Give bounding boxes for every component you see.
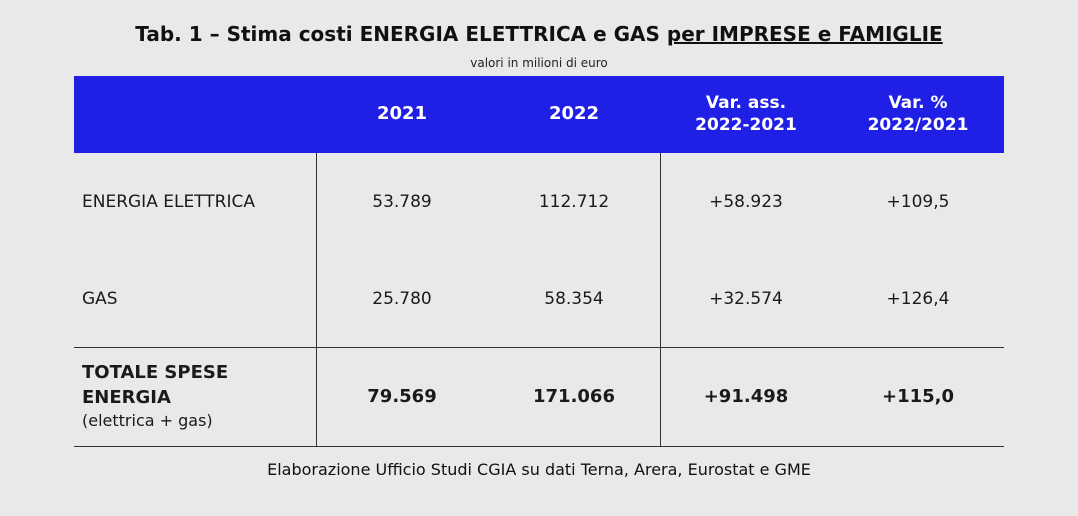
header-cell-2021: 2021 [376, 103, 428, 125]
table-title-underlined: per IMPRESE e FAMIGLIE [666, 22, 943, 46]
row-label: GAS [82, 288, 118, 309]
table-subtitle: valori in milioni di euro [470, 56, 608, 70]
divider-vertical [316, 153, 317, 446]
header-var-ass-line1: Var. ass. [705, 93, 787, 114]
total-var-pct: +115,0 [881, 386, 955, 407]
divider-horizontal [74, 446, 1004, 447]
table-row-energia-elettrica: ENERGIA ELETTRICA 53.789 112.712 +58.923… [74, 153, 1004, 250]
header-var-ass-line2: 2022-2021 [695, 114, 797, 135]
header-var-pct-line2: 2022/2021 [867, 114, 969, 135]
row-label: ENERGIA ELETTRICA [82, 191, 255, 212]
total-label: TOTALE SPESE ENERGIA (elettrica + gas) [74, 347, 316, 446]
cell-var-pct: +109,5 [886, 191, 950, 212]
total-label-line1: TOTALE SPESE [82, 362, 229, 384]
cell-2021: 25.780 [372, 288, 432, 309]
divider-vertical [660, 153, 661, 446]
cell-2022: 58.354 [544, 288, 604, 309]
cell-var-ass: +58.923 [709, 191, 783, 212]
total-label-sub: (elettrica + gas) [82, 411, 213, 430]
total-2022: 171.066 [533, 386, 615, 407]
table-title: Tab. 1 – Stima costi ENERGIA ELETTRICA e… [0, 22, 1078, 46]
header-var-pct-line1: Var. % [888, 93, 948, 114]
cost-table: 2021 2022 Var. ass. 2022-2021 Var. % 202… [74, 76, 1004, 447]
total-var-ass: +91.498 [703, 386, 789, 407]
total-2021: 79.569 [367, 386, 437, 407]
cell-2021: 53.789 [372, 191, 432, 212]
header-cell-empty [74, 76, 316, 153]
header-cell-var-ass: Var. ass. 2022-2021 [660, 76, 832, 153]
table-row-gas: GAS 25.780 58.354 +32.574 +126,4 [74, 250, 1004, 347]
cell-var-ass: +32.574 [709, 288, 783, 309]
header-cell-var-pct: Var. % 2022/2021 [832, 76, 1004, 153]
cell-2022: 112.712 [538, 191, 610, 212]
divider-horizontal [74, 347, 1004, 348]
table-header: 2021 2022 Var. ass. 2022-2021 Var. % 202… [74, 76, 1004, 153]
total-label-line2: ENERGIA [82, 386, 171, 408]
header-cell-2022: 2022 [548, 103, 600, 125]
table-row-total: TOTALE SPESE ENERGIA (elettrica + gas) 7… [74, 347, 1004, 446]
cell-var-pct: +126,4 [886, 288, 950, 309]
source-note: Elaborazione Ufficio Studi CGIA su dati … [267, 460, 811, 479]
table-title-main: Tab. 1 – Stima costi ENERGIA ELETTRICA e… [135, 22, 667, 46]
